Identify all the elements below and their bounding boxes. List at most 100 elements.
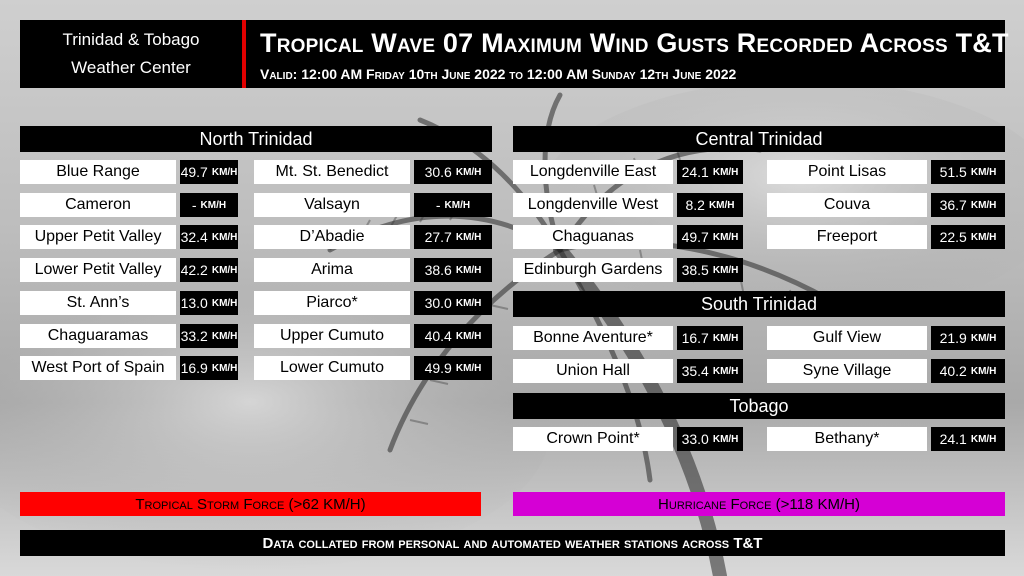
gust-number: 36.7 bbox=[939, 197, 967, 213]
station-name: St. Ann’s bbox=[20, 291, 176, 315]
station-gust-value: 40.4 KM/H bbox=[414, 324, 492, 348]
station-name: D’Abadie bbox=[254, 225, 410, 249]
station-gust-value: 30.6 KM/H bbox=[414, 160, 492, 184]
gust-number: 33.0 bbox=[681, 431, 709, 447]
station-gust-value: - KM/H bbox=[180, 193, 238, 217]
legend-tropical-storm: Tropical Storm Force (>62 KM/H) bbox=[20, 492, 481, 516]
gust-number: 30.0 bbox=[424, 295, 452, 311]
gust-unit: KM/H bbox=[712, 231, 739, 243]
station-gust-value: 51.5 KM/H bbox=[931, 160, 1005, 184]
station-name: Mt. St. Benedict bbox=[254, 160, 410, 184]
gust-number: 24.1 bbox=[681, 164, 709, 180]
section-header-central: Central Trinidad bbox=[513, 126, 1005, 152]
header-divider bbox=[242, 20, 246, 88]
page-title: Tropical Wave 07 Maximum Wind Gusts Reco… bbox=[260, 28, 1009, 58]
section-header-south: South Trinidad bbox=[513, 291, 1005, 317]
station-gust-value: 33.2 KM/H bbox=[180, 324, 238, 348]
gust-unit: KM/H bbox=[970, 433, 997, 445]
station-gust-value: 49.9 KM/H bbox=[414, 356, 492, 380]
station-name: Crown Point* bbox=[513, 427, 673, 451]
station-name: Chaguaramas bbox=[20, 324, 176, 348]
station-name: Lower Cumuto bbox=[254, 356, 410, 380]
gust-unit: KM/H bbox=[712, 166, 739, 178]
station-name: Valsayn bbox=[254, 193, 410, 217]
gust-unit: KM/H bbox=[712, 332, 739, 344]
station-gust-value: 38.5 KM/H bbox=[677, 258, 743, 282]
gust-unit: KM/H bbox=[455, 330, 482, 342]
station-gust-value: 24.1 KM/H bbox=[677, 160, 743, 184]
valid-period: Valid: 12:00 AM Friday 10th June 2022 to… bbox=[260, 66, 737, 82]
gust-unit: KM/H bbox=[455, 362, 482, 374]
title-panel: Tropical Wave 07 Maximum Wind Gusts Reco… bbox=[246, 20, 1008, 88]
station-gust-value: - KM/H bbox=[414, 193, 492, 217]
section-header-north: North Trinidad bbox=[20, 126, 492, 152]
gust-number: 21.9 bbox=[939, 330, 967, 346]
gust-unit: KM/H bbox=[211, 330, 238, 342]
gust-number: - bbox=[191, 197, 197, 213]
gust-unit: KM/H bbox=[211, 231, 238, 243]
footer-note: Data collated from personal and automate… bbox=[20, 530, 1005, 556]
gust-unit: KM/H bbox=[455, 231, 482, 243]
gust-unit: KM/H bbox=[970, 231, 997, 243]
station-gust-value: 49.7 KM/H bbox=[180, 160, 238, 184]
gust-number: 24.1 bbox=[939, 431, 967, 447]
gust-unit: KM/H bbox=[211, 166, 238, 178]
gust-number: 8.2 bbox=[685, 197, 705, 213]
station-name: Piarco* bbox=[254, 291, 410, 315]
station-name: Longdenville West bbox=[513, 193, 673, 217]
station-name: Upper Cumuto bbox=[254, 324, 410, 348]
station-name: Cameron bbox=[20, 193, 176, 217]
gust-number: 30.6 bbox=[424, 164, 452, 180]
gust-number: 49.7 bbox=[180, 164, 208, 180]
station-name: Bethany* bbox=[767, 427, 927, 451]
station-name: Longdenville East bbox=[513, 160, 673, 184]
gust-number: 38.6 bbox=[424, 262, 452, 278]
station-name: Gulf View bbox=[767, 326, 927, 350]
gust-number: 16.7 bbox=[681, 330, 709, 346]
gust-number: 35.4 bbox=[681, 363, 709, 379]
station-gust-value: 13.0 KM/H bbox=[180, 291, 238, 315]
gust-unit: KM/H bbox=[211, 297, 238, 309]
station-gust-value: 21.9 KM/H bbox=[931, 326, 1005, 350]
station-name: Arima bbox=[254, 258, 410, 282]
station-gust-value: 35.4 KM/H bbox=[677, 359, 743, 383]
gust-number: 40.4 bbox=[424, 328, 452, 344]
gust-unit: KM/H bbox=[455, 264, 482, 276]
station-name: Point Lisas bbox=[767, 160, 927, 184]
gust-number: 33.2 bbox=[180, 328, 208, 344]
gust-number: 27.7 bbox=[424, 229, 452, 245]
gust-number: 22.5 bbox=[939, 229, 967, 245]
gust-number: 38.5 bbox=[681, 262, 709, 278]
gust-unit: KM/H bbox=[444, 199, 471, 211]
gust-unit: KM/H bbox=[200, 199, 227, 211]
station-gust-value: 24.1 KM/H bbox=[931, 427, 1005, 451]
gust-number: 16.9 bbox=[180, 360, 208, 376]
org-name-line1: Trinidad & Tobago bbox=[62, 30, 200, 49]
gust-unit: KM/H bbox=[970, 199, 997, 211]
gust-unit: KM/H bbox=[970, 166, 997, 178]
station-gust-value: 49.7 KM/H bbox=[677, 225, 743, 249]
station-name: Upper Petit Valley bbox=[20, 225, 176, 249]
gust-unit: KM/H bbox=[712, 433, 739, 445]
gust-number: - bbox=[435, 197, 441, 213]
station-gust-value: 32.4 KM/H bbox=[180, 225, 238, 249]
gust-unit: KM/H bbox=[211, 362, 238, 374]
gust-unit: KM/H bbox=[712, 264, 739, 276]
gust-number: 32.4 bbox=[180, 229, 208, 245]
gust-unit: KM/H bbox=[970, 332, 997, 344]
station-name: Syne Village bbox=[767, 359, 927, 383]
station-name: Chaguanas bbox=[513, 225, 673, 249]
station-name: Freeport bbox=[767, 225, 927, 249]
station-name: West Port of Spain bbox=[20, 356, 176, 380]
gust-number: 49.7 bbox=[681, 229, 709, 245]
station-gust-value: 27.7 KM/H bbox=[414, 225, 492, 249]
station-name: Union Hall bbox=[513, 359, 673, 383]
station-name: Blue Range bbox=[20, 160, 176, 184]
station-gust-value: 42.2 KM/H bbox=[180, 258, 238, 282]
station-gust-value: 16.7 KM/H bbox=[677, 326, 743, 350]
gust-unit: KM/H bbox=[455, 166, 482, 178]
gust-unit: KM/H bbox=[970, 365, 997, 377]
gust-unit: KM/H bbox=[211, 264, 238, 276]
station-name: Couva bbox=[767, 193, 927, 217]
station-gust-value: 36.7 KM/H bbox=[931, 193, 1005, 217]
